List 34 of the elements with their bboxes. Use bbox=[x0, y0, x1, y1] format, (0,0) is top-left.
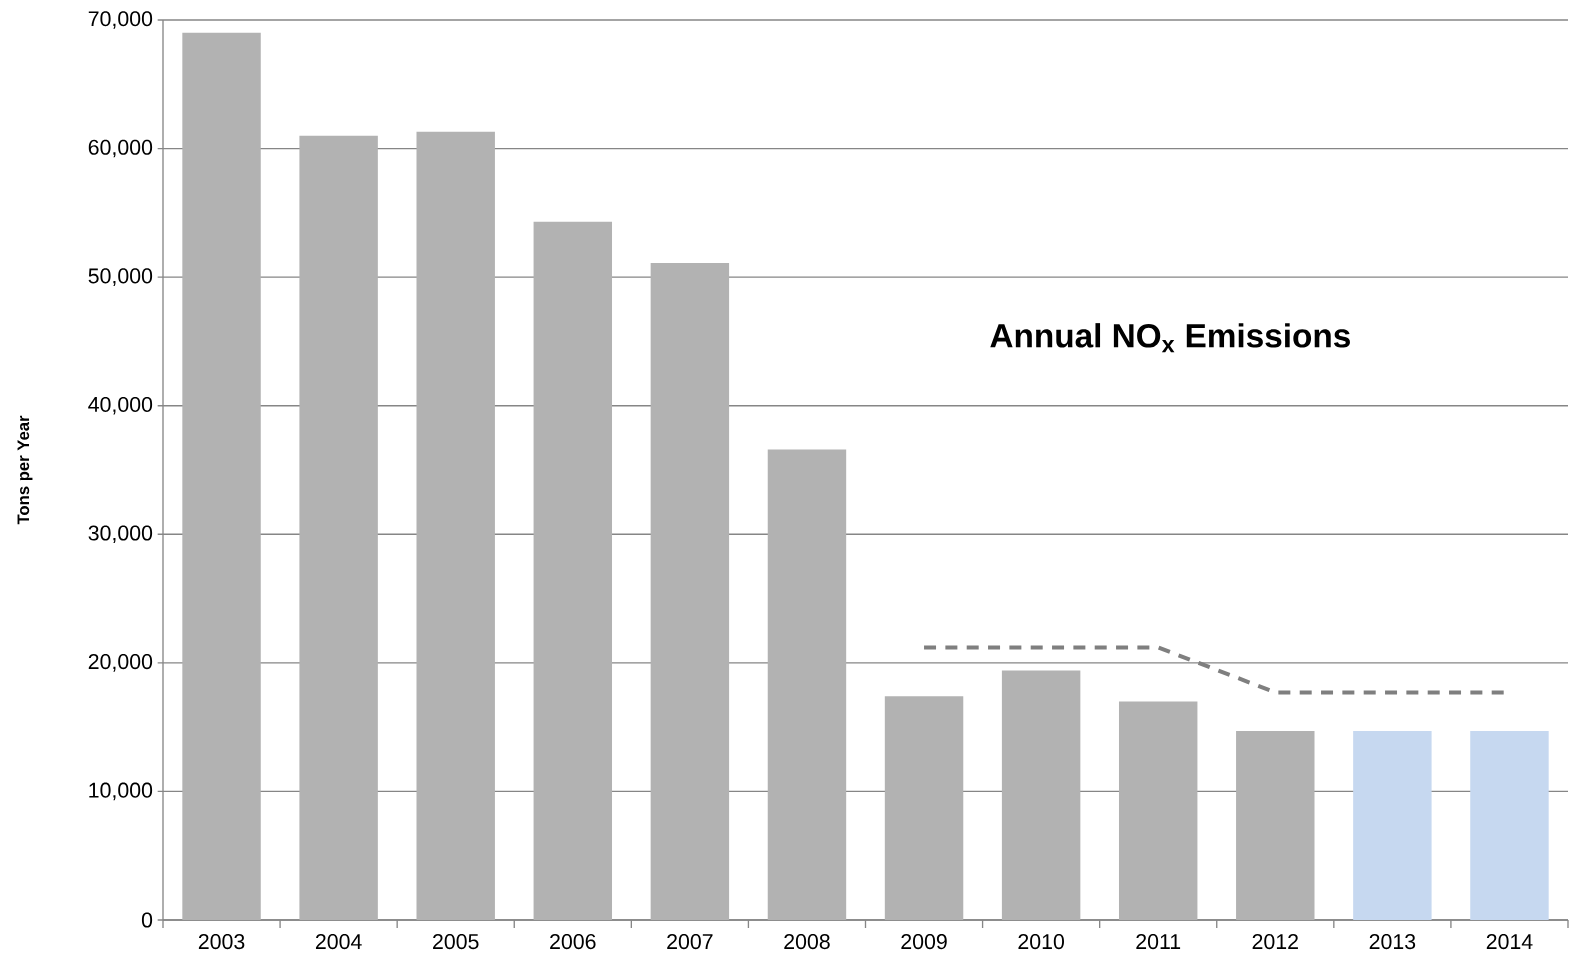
bar bbox=[1236, 731, 1315, 920]
bar bbox=[650, 263, 730, 920]
y-tick-label: 0 bbox=[141, 912, 153, 928]
y-tick-label: 40,000 bbox=[88, 396, 153, 415]
bar bbox=[416, 131, 495, 920]
y-axis-title: Tons per Year bbox=[17, 415, 33, 525]
x-tick-label: 2008 bbox=[784, 934, 830, 950]
x-tick-label: 2013 bbox=[1369, 934, 1416, 950]
bar bbox=[1353, 731, 1432, 920]
x-tick-label: 2012 bbox=[1252, 934, 1298, 950]
bar bbox=[299, 135, 378, 920]
x-tick-label: 2007 bbox=[667, 934, 713, 950]
x-tick-label: 2011 bbox=[1136, 934, 1181, 950]
bar bbox=[767, 449, 847, 920]
bar bbox=[1470, 731, 1549, 920]
x-tick-label: 2009 bbox=[901, 934, 947, 950]
y-tick-label: 30,000 bbox=[88, 525, 153, 544]
text: Annual NO$_{x}$ Emissions bbox=[990, 323, 1350, 353]
y-tick-label: 60,000 bbox=[88, 139, 153, 158]
bar bbox=[884, 696, 964, 920]
y-tick-label: 20,000 bbox=[88, 654, 153, 672]
y-tick-label: 70,000 bbox=[88, 11, 153, 29]
x-tick-label: 2003 bbox=[198, 934, 245, 950]
y-tick-label: 50,000 bbox=[88, 268, 153, 286]
x-tick-label: 2010 bbox=[1018, 934, 1064, 950]
x-tick-label: 2014 bbox=[1486, 934, 1533, 950]
bar bbox=[1001, 670, 1081, 920]
bar bbox=[1118, 701, 1198, 920]
bar bbox=[182, 32, 261, 920]
x-tick-label: 2006 bbox=[550, 934, 596, 950]
y-tick-label: 10,000 bbox=[89, 782, 153, 801]
x-tick-label: 2004 bbox=[315, 934, 362, 950]
bar bbox=[533, 221, 613, 920]
x-tick-label: 2005 bbox=[433, 934, 479, 950]
